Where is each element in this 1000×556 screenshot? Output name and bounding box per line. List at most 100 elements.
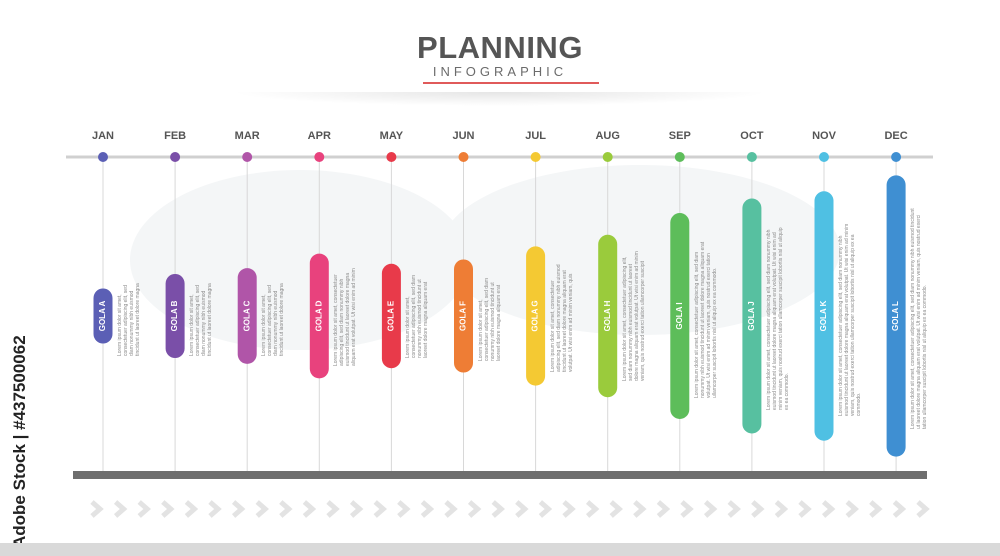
chevron-icon: [397, 500, 411, 518]
goal-description: Lorem ipsum dolor sit amet, consectetuer…: [333, 268, 358, 366]
watermark-text: Adobe Stock | #437500062: [10, 335, 29, 548]
chevron-icon: [798, 500, 812, 518]
goal-description: Lorem ipsum dolor sit amet, consectetuer…: [477, 278, 502, 362]
chevron-icon: [562, 500, 576, 518]
goal-label: GOLA J: [747, 301, 756, 330]
month-label: SEP: [668, 130, 691, 142]
goal-description: Lorem ipsum dolor sit amet, consectetuer…: [621, 251, 646, 381]
goal-label: GOLA F: [459, 301, 468, 331]
goal-label: GOLA E: [387, 300, 396, 331]
chevron-icon: [349, 500, 364, 518]
chevron-icon: [680, 500, 694, 518]
title-underline: [423, 82, 599, 84]
month-dot: [170, 152, 181, 162]
chevron-icon: [161, 500, 175, 518]
goal-bar: [670, 213, 690, 419]
page-subtitle: INFOGRAPHIC: [432, 64, 568, 79]
goal-label: GOLA I: [675, 302, 684, 329]
month-label: JUL: [525, 130, 546, 142]
goal-description: Lorem ipsum dolor sit amet, consectetuer…: [117, 283, 141, 356]
month-dot: [314, 152, 325, 162]
chevron-icon: [585, 500, 600, 518]
goal-label: GOLA A: [98, 301, 107, 332]
goal-description: Lorem ipsum dolor sit amet, consectetuer…: [405, 274, 430, 358]
chevron-icon: [279, 500, 293, 518]
chevron-icon: [633, 500, 647, 518]
month-dot: [746, 152, 757, 162]
month-dot: [458, 152, 469, 162]
month-label: MAY: [379, 130, 404, 142]
month-dot: [819, 152, 829, 162]
chevron-icon: [255, 500, 269, 518]
goal-label: GOLA H: [603, 300, 612, 331]
chevron-icon: [113, 500, 128, 518]
month-label: MAR: [234, 130, 260, 142]
month-label: FEB: [164, 130, 187, 142]
chevron-icon: [467, 500, 482, 518]
goal-bar: [526, 246, 546, 386]
chevron-icon: [137, 500, 151, 518]
watermark: Adobe Stock | #437500062: [6, 318, 36, 548]
chevron-icon: [90, 500, 104, 518]
page-title: PLANNING: [417, 30, 583, 65]
goal-bar: [598, 234, 618, 398]
chevron-icon: [845, 500, 859, 518]
chevron-icon: [703, 500, 718, 518]
chevron-icon: [774, 500, 789, 518]
goal-bar: [93, 288, 113, 344]
chevron-icon: [444, 500, 458, 518]
chevron-icon: [538, 500, 553, 518]
month-dot: [98, 152, 108, 162]
goal-description: Lorem ipsum dolor sit amet, consectetuer…: [693, 242, 718, 399]
timeline-base: [73, 471, 927, 479]
goal-label: GOLA G: [531, 300, 540, 331]
month-label: DEC: [884, 130, 908, 142]
month-dot: [602, 152, 613, 162]
month-label: AUG: [595, 130, 620, 142]
goal-bar: [454, 259, 473, 373]
chevron-icon: [231, 500, 246, 518]
month-label: APR: [307, 130, 331, 142]
goal-label: GOLA C: [242, 300, 251, 331]
month-label: JAN: [91, 130, 114, 142]
goal-label: GOLA D: [314, 300, 323, 331]
chevron-icon: [892, 500, 907, 518]
chevron-icon: [821, 500, 836, 518]
month-dot: [674, 152, 685, 162]
chevron-icon: [727, 500, 741, 518]
chevron-icon: [491, 500, 505, 518]
bottom-bar: [0, 543, 1000, 556]
goal-description: Lorem ipsum dolor sit amet, consectetuer…: [189, 283, 214, 356]
goal-bar: [309, 253, 329, 379]
goal-description: Lorem ipsum dolor sit amet, consectetuer…: [910, 207, 929, 429]
chevron-icon: [609, 500, 623, 518]
month-label: OCT: [740, 130, 764, 142]
goal-label: GOLA B: [170, 300, 179, 331]
month-label: NOV: [812, 130, 836, 142]
month-dot: [242, 152, 253, 162]
chevron-icon: [326, 500, 340, 518]
chevron-icon: [184, 500, 199, 518]
goal-bar: [886, 175, 906, 457]
chevron-icon: [420, 500, 435, 518]
goal-description: Lorem ipsum dolor sit amet, consectetuer…: [765, 227, 790, 410]
chevron-icon: [208, 500, 222, 518]
goal-bar: [742, 198, 762, 434]
chevron-icon: [373, 500, 387, 518]
month-dot: [891, 152, 902, 162]
header-shadow: [230, 92, 770, 106]
goal-label: GOLA K: [819, 300, 828, 331]
goal-bar: [237, 268, 257, 364]
goal-description: Lorem ipsum dolor sit amet, consectetuer…: [261, 283, 286, 356]
month-dot: [386, 152, 397, 162]
goal-bar: [381, 263, 401, 369]
chevron-icon: [656, 500, 671, 518]
month-dot: [530, 152, 541, 162]
month-label: JUN: [452, 130, 475, 142]
goal-label: GOLA L: [891, 301, 900, 331]
chevron-icon: [869, 500, 883, 518]
goal-bar: [165, 273, 185, 359]
goal-description: Lorem ipsum dolor sit amet, consectetuer…: [838, 223, 862, 416]
